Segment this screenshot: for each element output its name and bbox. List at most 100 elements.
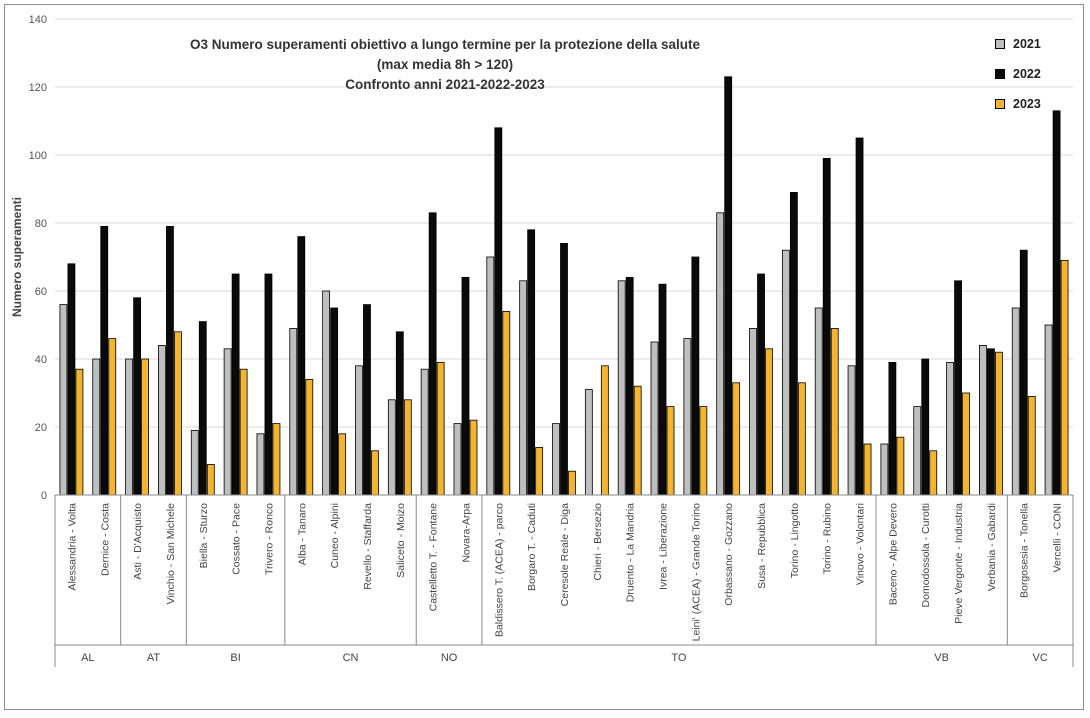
bar-2022 (560, 242, 568, 496)
group-label: TO (671, 652, 687, 664)
x-category-label: Vinovo - Volontari (855, 503, 867, 585)
bar-2021 (289, 327, 298, 496)
x-category-label: Leini' (ACEA) - Grande Torino (690, 503, 702, 642)
x-category-label: Asti - D'Acquisto (132, 503, 144, 580)
bar-2022 (198, 321, 207, 496)
group-label: VC (1033, 652, 1048, 664)
bar-2022 (1052, 110, 1061, 496)
bar-2021 (584, 389, 593, 496)
x-category-label: Vercelli - CONI (1052, 503, 1064, 572)
x-category-label: Biella - Sturzo (198, 503, 210, 569)
bar-2023 (1027, 395, 1036, 496)
bar-2023 (666, 406, 675, 496)
bar-2022 (921, 358, 930, 496)
bar-2021 (322, 290, 331, 496)
bar-2022 (855, 137, 864, 496)
bar-2022 (461, 276, 470, 496)
bar-2022 (494, 127, 503, 496)
bar-2022 (724, 76, 733, 496)
x-category-label: Alessandria - Volta (66, 503, 78, 591)
bar-2023 (535, 446, 544, 496)
bar-2023 (108, 338, 117, 496)
bar-2023 (174, 331, 182, 496)
bar-2021 (683, 338, 692, 496)
bar-2022 (658, 283, 667, 496)
bar-2023 (699, 406, 708, 496)
bar-2021 (650, 341, 659, 496)
bar-2021 (1044, 324, 1053, 496)
group-label: CN (343, 652, 359, 664)
chart-subtitle: (max media 8h > 120) (376, 57, 514, 72)
group-label: BI (230, 652, 240, 664)
bar-2021 (979, 344, 987, 496)
bar-2023 (272, 423, 281, 496)
bar-2021 (486, 256, 495, 496)
legend-item-2022: 2022 (995, 59, 1041, 89)
bar-2023 (1060, 259, 1069, 496)
group-label: NO (441, 652, 458, 664)
y-tick-label: 40 (35, 354, 47, 366)
bar-2021 (1011, 307, 1020, 496)
x-category-label: Verbania - Gabardi (986, 503, 998, 591)
y-tick-label: 80 (35, 218, 47, 230)
x-category-label: Cossato - Pace (231, 503, 243, 575)
bar-2021 (355, 365, 363, 496)
bar-2021 (781, 249, 790, 496)
bar-2023 (141, 358, 149, 496)
legend-item-2023: 2023 (995, 89, 1041, 119)
x-category-label: Castelletto T. - Fontane (428, 503, 440, 612)
x-category-label: Saliceto - Moizo (395, 503, 407, 578)
bar-2022 (888, 361, 897, 496)
bar-2021 (158, 344, 166, 496)
bar-2021 (847, 365, 856, 496)
bar-2022 (264, 273, 273, 496)
y-tick-label: 60 (35, 286, 47, 298)
bar-chart: 0 20 40 60 80 100 120 140 Numero superamenti Ales… (10, 14, 1074, 667)
chart-frame: 0 20 40 60 80 100 120 140 Numero superamenti Ales… (4, 4, 1084, 710)
bar-2022 (987, 348, 995, 496)
group-label: AT (147, 652, 161, 664)
bar-2023 (732, 382, 741, 496)
x-category-label: Torino - Rubino (822, 503, 834, 574)
x-category-label: Baceno - Alpe Devero (887, 503, 899, 605)
legend-label-2023: 2023 (1013, 97, 1041, 111)
bar-2022 (395, 331, 404, 496)
bar-2023 (436, 361, 445, 496)
y-tick-label: 140 (29, 14, 47, 26)
x-category-label: Druento - La Mandria (625, 503, 637, 602)
y-tick-label: 120 (29, 82, 47, 94)
bar-2023 (502, 310, 511, 496)
y-tick-label: 0 (41, 490, 47, 502)
bar-2022 (67, 263, 76, 496)
legend-swatch-2021 (995, 39, 1005, 49)
bar-2023 (568, 470, 576, 496)
bar-2022 (822, 157, 831, 496)
x-category-label: Novara-Arpa (460, 503, 472, 563)
bar-2023 (305, 378, 314, 496)
legend-item-2021: 2021 (995, 29, 1041, 59)
bar-2021 (223, 348, 232, 496)
x-category-label: Borgaro T. - Caduti (526, 503, 538, 591)
bar-2021 (519, 280, 528, 496)
bar-2021 (716, 212, 725, 496)
x-category-label: Cuneo - Alpini (329, 503, 341, 568)
bar-2022 (954, 280, 962, 496)
legend-label-2021: 2021 (1013, 37, 1041, 51)
x-category-label: Trivero - Ronco (263, 503, 275, 575)
chart-title: O3 Numero superamenti obiettivo a lungo … (189, 37, 701, 52)
bar-2022 (363, 304, 371, 496)
x-category-label: Ceresole Reale - Diga (559, 503, 571, 606)
chart-subtitle-2: Confronto anni 2021-2022-2023 (345, 77, 545, 92)
bar-2023 (75, 368, 84, 496)
bar-2023 (929, 450, 938, 496)
bar-2022 (100, 225, 109, 496)
bar-2021 (552, 423, 560, 496)
bar-2023 (469, 419, 478, 496)
bar-2021 (125, 358, 133, 496)
bar-2023 (995, 351, 1003, 496)
bar-2022 (789, 191, 798, 496)
bar-2022 (297, 236, 306, 496)
x-category-label: Susa - Repubblica (756, 503, 768, 589)
bar-2022 (166, 225, 174, 496)
bar-2023 (206, 463, 215, 496)
